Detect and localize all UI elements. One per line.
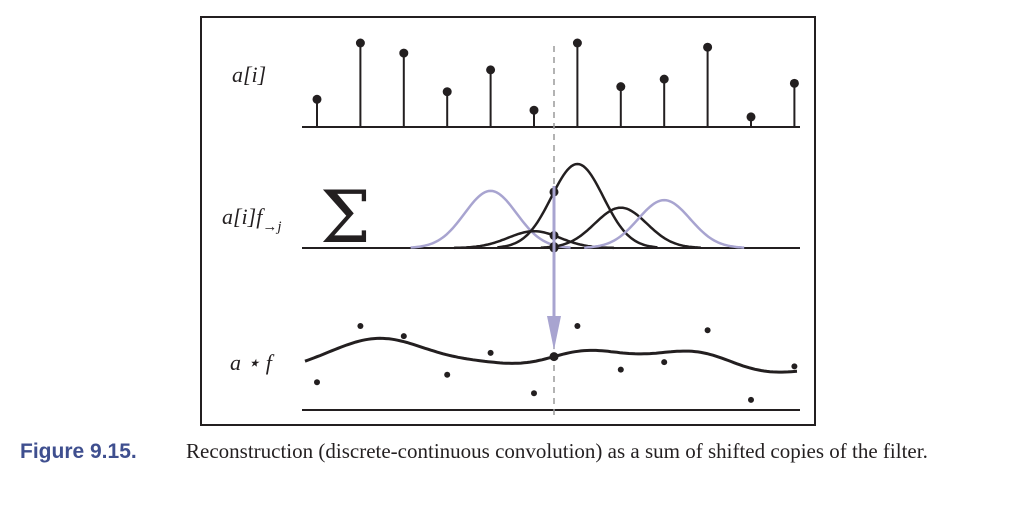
sample-dot [442,87,452,97]
result-sample-dot [574,323,581,329]
result-sample-dot [748,396,754,403]
label-samples: a[i] [232,62,266,87]
label-shifted-filters: a[i]f→j [222,204,282,235]
figure-panel: a[i] a[i]f→j Σ a ⋆ f [200,16,816,426]
filter-bump-highlighted [410,189,571,249]
sample-dot [789,78,799,88]
sample-dot [312,94,322,104]
result-sample-dot [704,327,711,334]
result-sample-dot [314,379,320,386]
convolution-diagram: a[i] a[i]f→j Σ a ⋆ f [222,38,800,416]
filter-bump [453,229,615,250]
sample-dot [355,38,365,48]
label-shifted-subscript: →j [262,219,281,235]
sample-dot [399,48,409,58]
result-sample-dot [487,349,494,356]
caption-text: Reconstruction (discrete-continuous conv… [186,439,928,463]
figure-caption: Figure 9.15. Reconstruction (discrete-con… [20,439,1005,464]
sum-arrow-head [547,316,561,350]
result-sample-dot [661,359,668,366]
result-sample-dots [314,323,798,403]
result-value-dot [549,352,559,362]
sample-dot [486,65,496,75]
filter-bump [497,162,658,249]
label-convolution: a ⋆ f [230,350,275,375]
result-sample-dot [444,371,451,378]
result-sample-dot [400,333,407,340]
result-sample-dot [617,366,624,373]
sample-dot [572,38,582,48]
sample-dot [529,105,539,115]
sample-stems [312,38,799,127]
result-sample-dot [357,323,364,329]
sample-dot [659,74,669,84]
filter-bumps [410,162,745,253]
filter-bump-highlighted [584,198,745,249]
sample-dot [746,112,756,122]
sigma-symbol: Σ [320,175,371,259]
label-shifted-base: a[i]f [222,204,265,229]
result-sample-dot [531,390,537,397]
sample-dot [703,42,713,52]
filter-bump [540,206,701,249]
sample-dot [616,82,626,92]
caption-title: Figure 9.15. [20,440,137,463]
result-sample-dot [791,363,798,370]
